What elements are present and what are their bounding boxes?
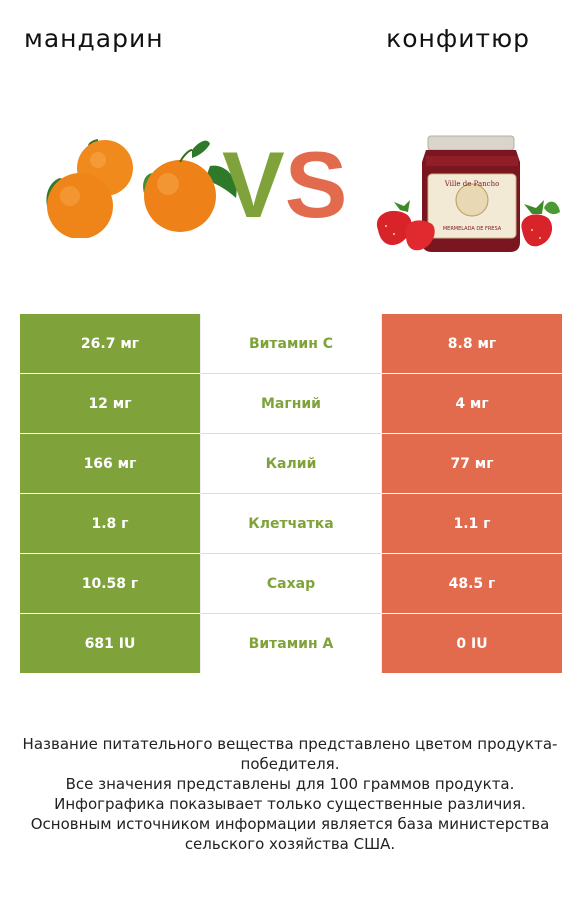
nutrient-name: Магний (200, 373, 382, 434)
footnotes: Название питательного вещества представл… (20, 734, 560, 854)
left-value: 10.58 г (20, 553, 201, 614)
right-value: 4 мг (381, 373, 562, 434)
jar-label-text: Ville de Pancho (444, 180, 500, 188)
footnote: Инфографика показывает только существенн… (54, 795, 526, 813)
left-value: 26.7 мг (20, 314, 201, 374)
left-value: 681 IU (20, 613, 201, 673)
right-product-title: конфитюр (386, 24, 530, 53)
vs-v-letter: V (222, 132, 285, 237)
footnote: Название питательного вещества представл… (22, 735, 558, 773)
nutrient-name: Калий (200, 433, 382, 494)
left-value: 12 мг (20, 373, 201, 434)
jar-sub-text: MERMELADA DE FRESA (443, 226, 502, 232)
comparison-table: 26.7 мг Витамин C 8.8 мг 12 мг Магний 4 … (20, 314, 562, 673)
mandarin-image (46, 139, 237, 238)
table-row: 10.58 г Сахар 48.5 г (20, 553, 562, 614)
nutrient-name: Витамин A (200, 613, 382, 673)
table-row: 26.7 мг Витамин C 8.8 мг (20, 314, 562, 374)
left-value: 166 мг (20, 433, 201, 494)
jam-jar-image: Ville de Pancho MERMELADA DE FRESA (376, 135, 560, 252)
left-value: 1.8 г (20, 493, 201, 554)
vs-s-letter: S (284, 132, 348, 237)
right-value: 0 IU (381, 613, 562, 673)
nutrient-name: Клетчатка (200, 493, 382, 554)
nutrient-name: Витамин C (200, 314, 382, 374)
vs-label: VS (222, 138, 347, 232)
table-row: 1.8 г Клетчатка 1.1 г (20, 493, 562, 554)
right-value: 48.5 г (381, 553, 562, 614)
table-row: 12 мг Магний 4 мг (20, 373, 562, 434)
right-value: 77 мг (381, 433, 562, 494)
nutrient-name: Сахар (200, 553, 382, 614)
footnote: Все значения представлены для 100 граммо… (65, 775, 515, 793)
table-row: 166 мг Калий 77 мг (20, 433, 562, 494)
right-value: 8.8 мг (381, 314, 562, 374)
right-value: 1.1 г (381, 493, 562, 554)
table-row: 681 IU Витамин A 0 IU (20, 613, 562, 673)
left-product-title: мандарин (24, 24, 164, 53)
footnote: Основным источником информации является … (30, 815, 550, 853)
